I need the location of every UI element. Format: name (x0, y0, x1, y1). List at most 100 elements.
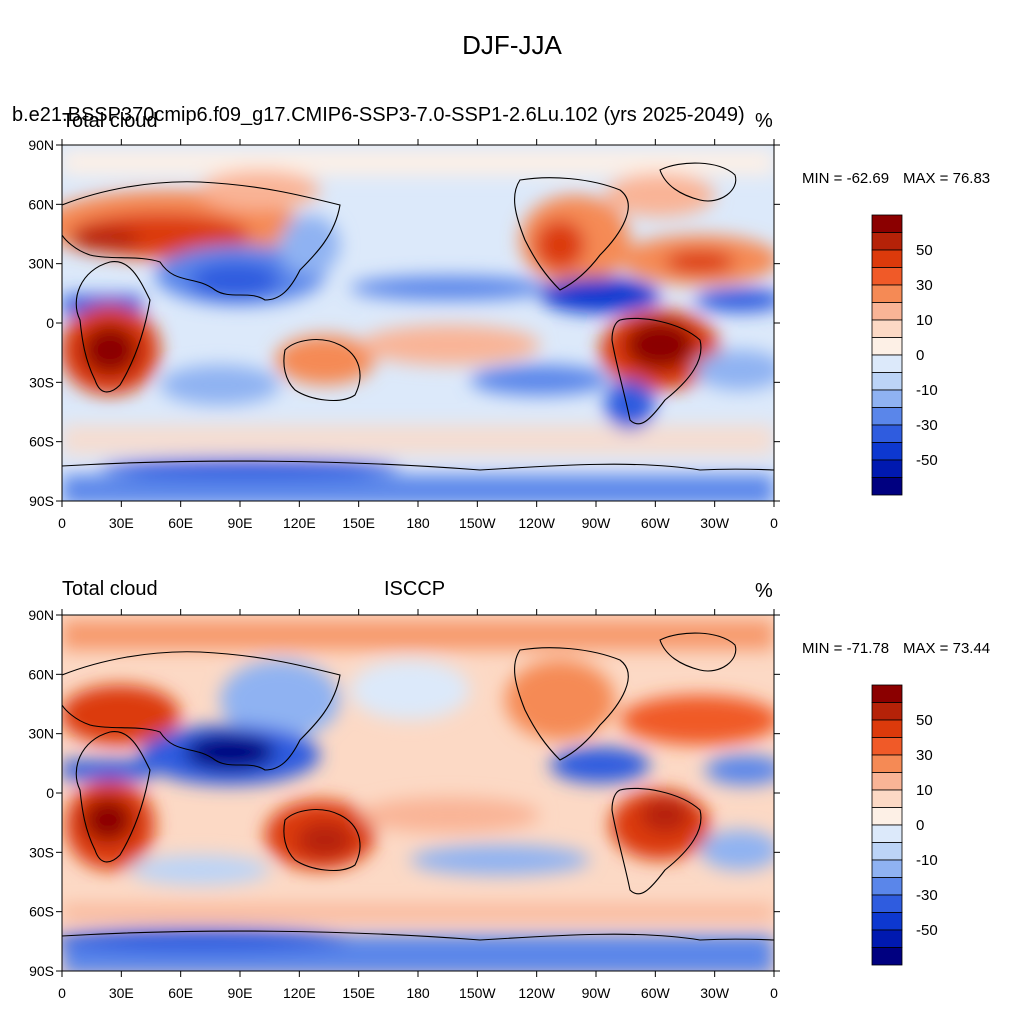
panel-1-lat-tick-label: 60N (28, 196, 54, 212)
panel-1-colorbar-swatch (871, 407, 903, 426)
panel-1-colorbar-swatch (871, 389, 903, 408)
panel-1-lon-tick-label: 0 (770, 515, 778, 531)
panel-1-colorbar: 50 30 10 0 -10 -30 -50 (871, 214, 938, 496)
panel-1-case-name: b.e21.BSSP370cmip6.f09_g17.CMIP6-SSP3-7.… (12, 104, 745, 126)
panel-1-lat-tick-label: 90N (28, 137, 54, 153)
panel-1-lon-tick-label: 60E (168, 515, 193, 531)
panel-2-lat-tick-label: 30S (29, 844, 54, 860)
panel-1-colorbar-swatch (871, 459, 903, 478)
panel-1-lon-tick-label: 90W (582, 515, 612, 531)
panel-2-lon-tick-label: 90W (582, 985, 612, 1001)
panel-1-colorbar-label: -30 (916, 417, 938, 434)
panel-2-colorbar-label: 50 (916, 712, 933, 729)
panel-1-field (62, 150, 774, 501)
panel-2-observation-label: ISCCP (384, 578, 446, 600)
panel-2-variable-label: Total cloud (62, 578, 158, 600)
panel-1-lat-tick-label: 90S (29, 493, 54, 509)
panel-2-lat-tick-label: 30N (28, 726, 54, 742)
panel-2-colorbar-swatch (871, 737, 903, 756)
panel-2-lat-tick-label: 90S (29, 963, 54, 979)
panel-2-colorbar-swatch (871, 859, 903, 878)
panel-1-lat-tick-label: 30S (29, 374, 54, 390)
panel-1-lat-tick-label: 60S (29, 434, 54, 450)
panel-1-lon-tick-label: 30W (700, 515, 730, 531)
panel-1-variable-label: Total cloud (62, 110, 158, 132)
panel-2-lon-tick-label: 150W (459, 985, 496, 1001)
panel-2-lat-tick-label: 0 (46, 785, 54, 801)
panel-2-colorbar-swatch (871, 684, 903, 703)
panel-2-colorbar-swatch (871, 772, 903, 791)
panel-1-lon-tick-label: 150E (342, 515, 375, 531)
panel-2-lon-tick-label: 90E (228, 985, 253, 1001)
panel-1-colorbar-swatch (871, 337, 903, 356)
panel-2-lon-tick-label: 0 (770, 985, 778, 1001)
panel-2-colorbar-label: -10 (916, 852, 938, 869)
panel-2-colorbar-label: 30 (916, 747, 933, 764)
panel-1-colorbar-swatch (871, 249, 903, 268)
panel-1-units-label: % (755, 110, 773, 132)
panel-2-field (62, 620, 774, 971)
panel-2-lon-tick-label: 60E (168, 985, 193, 1001)
panel-1-colorbar-swatch (871, 319, 903, 338)
panel-2-colorbar-swatch (871, 842, 903, 861)
panel-1-lon-tick-label: 90E (228, 515, 253, 531)
panel-1-colorbar-swatch (871, 354, 903, 373)
panel-1-colorbar-swatch (871, 284, 903, 303)
panel-2-colorbar-swatch (871, 702, 903, 721)
panel-2-lon-tick-label: 30W (700, 985, 730, 1001)
panel-2-colorbar-swatch (871, 947, 903, 966)
panel-2-coastlines (62, 632, 774, 941)
panel-2-colorbar-swatch (871, 824, 903, 843)
panel-1-colorbar-label: 50 (916, 242, 933, 259)
panel-1-lon-tick-label: 150W (459, 515, 496, 531)
figure-title: DJF-JJA (462, 30, 562, 60)
panel-1-map (62, 145, 774, 501)
panel-1-colorbar-label: 30 (916, 277, 933, 294)
panel-2-colorbar-swatch (871, 754, 903, 773)
panel-2-units-label: % (755, 580, 773, 602)
panel-1-colorbar-swatch (871, 442, 903, 461)
panel-1-colorbar-swatch (871, 214, 903, 233)
panel-2-lat-tick-label: 90N (28, 607, 54, 623)
panel-1-colorbar-label: 10 (916, 312, 933, 329)
panel-1-lon-tick-label: 120E (283, 515, 316, 531)
panel-1-lat-tick-label: 0 (46, 315, 54, 331)
panel-1-max-label: MAX = 76.83 (903, 170, 991, 187)
panel-1-colorbar-label: 0 (916, 347, 924, 364)
panel-1-lat-tick-label: 30N (28, 256, 54, 272)
panel-1-lon-tick-label: 120W (518, 515, 555, 531)
panel-2-lon-tick-label: 60W (641, 985, 671, 1001)
panel-2-colorbar-label: -30 (916, 887, 938, 904)
panel-2-lon-tick-label: 0 (58, 985, 66, 1001)
panel-2-lon-tick-label: 180 (406, 985, 430, 1001)
panel-1-min-label: MIN = -62.69 (802, 170, 890, 187)
panel-2-colorbar-swatch (871, 789, 903, 808)
panel-2-colorbar-swatch (871, 877, 903, 896)
panel-2-colorbar-label: 0 (916, 817, 924, 834)
panel-2-lon-tick-label: 120E (283, 985, 316, 1001)
panel-2-lat-tick-label: 60N (28, 666, 54, 682)
panel-2-colorbar-swatch (871, 807, 903, 826)
panel-1-lon-tick-label: 30E (109, 515, 134, 531)
panel-2-colorbar-label: 10 (916, 782, 933, 799)
panel-1-lon-tick-label: 0 (58, 515, 66, 531)
panel-2-colorbar-swatch (871, 912, 903, 931)
panel-2-lat-tick-label: 60S (29, 904, 54, 920)
panel-2-lon-tick-label: 150E (342, 985, 375, 1001)
panel-2-lon-tick-label: 30E (109, 985, 134, 1001)
panel-1-colorbar-label: -10 (916, 382, 938, 399)
panel-2-colorbar: 50 30 10 0 -10 -30 -50 (871, 684, 938, 966)
panel-1-lon-tick-label: 60W (641, 515, 671, 531)
panel-2-colorbar-swatch (871, 894, 903, 913)
panel-2-min-label: MIN = -71.78 (802, 640, 890, 657)
panel-1-colorbar-swatch (871, 424, 903, 443)
panel-1-colorbar-swatch (871, 232, 903, 251)
panel-1-colorbar-label: -50 (916, 452, 938, 469)
panel-1-lon-tick-label: 180 (406, 515, 430, 531)
panel-2-colorbar-label: -50 (916, 922, 938, 939)
panel-2-max-label: MAX = 73.44 (903, 640, 991, 657)
panel-1-colorbar-swatch (871, 302, 903, 321)
